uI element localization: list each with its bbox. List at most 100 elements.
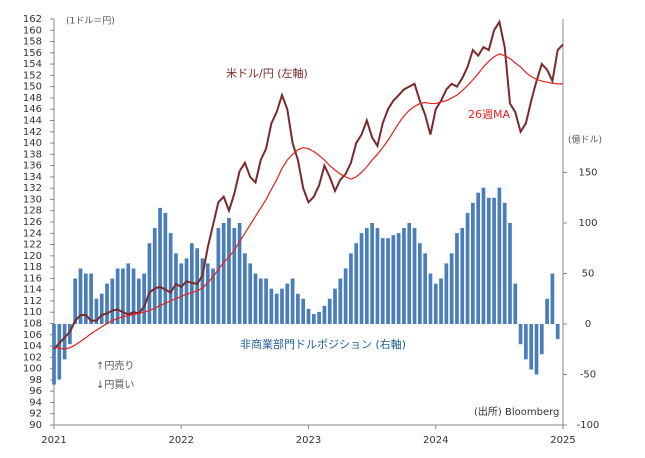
bar	[248, 263, 253, 325]
bar	[391, 235, 396, 325]
bar	[68, 324, 72, 345]
y-tick-label: 136	[23, 161, 42, 172]
y-tick-label: 130	[23, 194, 42, 205]
bar	[354, 243, 359, 325]
bar	[481, 187, 486, 325]
y-tick-label: 106	[23, 330, 42, 341]
bar	[465, 212, 470, 325]
y-tick-label: 160	[23, 25, 42, 36]
series-label: 米ドル/円 (左軸)	[226, 66, 308, 80]
x-tick-label: 2022	[169, 435, 194, 446]
bar	[375, 228, 380, 325]
y-tick-label: 158	[23, 37, 42, 48]
bar	[285, 283, 290, 325]
bar	[89, 273, 93, 325]
y-tick-label: 102	[23, 352, 42, 363]
bar	[253, 273, 258, 325]
bar	[502, 202, 507, 325]
bar	[518, 324, 523, 345]
bar	[486, 197, 491, 325]
bar	[333, 288, 337, 325]
bar	[417, 243, 422, 325]
y-tick-label: 104	[23, 341, 42, 352]
series-label: 26週MA	[468, 108, 510, 121]
bar	[274, 293, 279, 325]
bar	[492, 197, 496, 325]
bar	[211, 268, 215, 325]
bar	[115, 268, 120, 325]
bar	[327, 298, 332, 325]
bar	[78, 268, 83, 325]
y-tick-label: 154	[23, 59, 42, 70]
bar	[221, 223, 226, 325]
bar	[364, 228, 369, 325]
bar	[152, 228, 157, 325]
bar	[439, 278, 443, 325]
bar	[460, 228, 465, 325]
bar	[94, 298, 99, 325]
bar	[301, 298, 306, 325]
bar	[216, 228, 221, 325]
bar	[142, 273, 146, 325]
y-tick-label: 92	[29, 409, 42, 420]
bar	[280, 288, 284, 325]
y-tick-label: 94	[29, 397, 42, 408]
bar	[158, 207, 162, 325]
bar	[412, 228, 417, 325]
bar	[200, 258, 205, 325]
bar	[121, 268, 125, 325]
bar	[402, 228, 406, 325]
bar	[73, 278, 78, 325]
bar	[311, 313, 316, 325]
y-tick-label: 90	[29, 420, 42, 431]
bar	[524, 324, 528, 360]
bar	[174, 253, 178, 325]
bar	[179, 263, 184, 325]
bar	[243, 253, 247, 325]
x-tick-label: 2023	[296, 435, 321, 446]
bar	[423, 253, 428, 325]
y-tick-label: 126	[23, 217, 42, 228]
note: ↑円売り	[96, 359, 134, 372]
y2-tick-label: 50	[582, 269, 595, 280]
y-tick-label: 116	[23, 273, 42, 284]
bar	[508, 223, 512, 325]
bar	[110, 278, 115, 325]
x-tick-label: 2024	[423, 435, 448, 446]
unit-left: (1ドル＝円)	[66, 16, 115, 27]
bar	[52, 324, 56, 385]
bar	[433, 283, 438, 325]
y-tick-label: 144	[23, 116, 42, 127]
unit-right: (億ドル)	[568, 134, 602, 146]
bar	[476, 192, 481, 325]
bar	[131, 268, 136, 325]
y-tick-label: 98	[29, 375, 42, 386]
series-label: 非商業部門ドルポジション (右軸)	[240, 337, 406, 351]
line	[53, 19, 564, 350]
y-tick-label: 142	[23, 127, 42, 138]
y-tick-label: 118	[23, 262, 42, 273]
bar	[396, 233, 401, 325]
y-tick-label: 108	[23, 319, 42, 330]
y-tick-label: 100	[23, 364, 42, 375]
bar	[126, 263, 131, 325]
bar	[370, 223, 374, 325]
note: ↓円買い	[96, 379, 134, 391]
y-tick-label: 120	[23, 251, 42, 262]
bar	[237, 223, 242, 325]
bar	[497, 187, 502, 325]
bar	[534, 324, 539, 375]
y2-tick-label: -50	[580, 370, 596, 381]
y2-tick-label: 0	[585, 319, 591, 330]
y2-tick-label: 100	[578, 218, 597, 229]
y-tick-label: 122	[23, 240, 42, 251]
bar	[168, 233, 173, 325]
bar	[513, 283, 518, 325]
y-tick-label: 148	[23, 93, 42, 104]
bar	[444, 263, 449, 325]
bar	[545, 298, 549, 325]
bar	[555, 324, 560, 340]
bar	[264, 278, 268, 325]
